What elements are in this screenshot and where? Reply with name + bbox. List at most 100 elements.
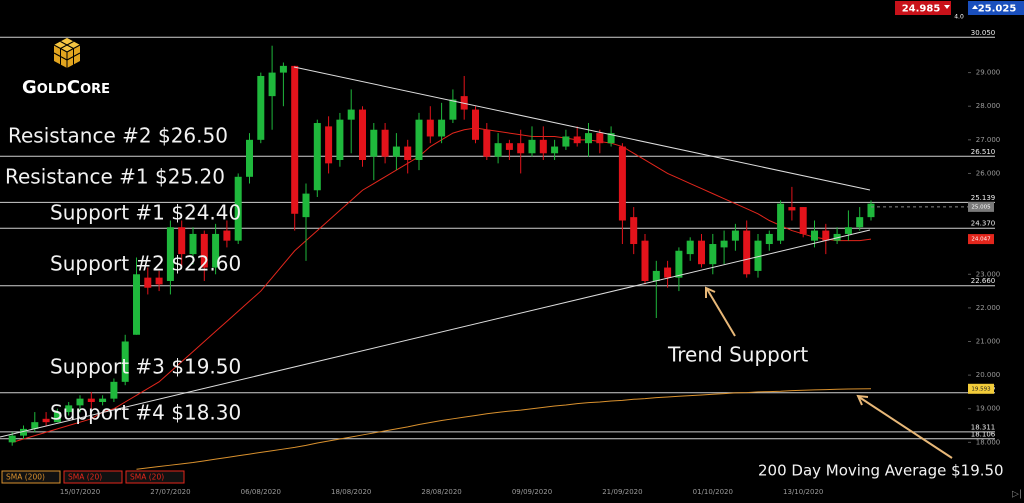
candle-body [110,381,118,399]
level-label: 25.139 [971,194,996,202]
x-tick-label: 18/08/2020 [331,488,371,496]
candle-body [709,244,717,265]
candle-body [630,217,638,245]
candle-body [799,207,807,234]
y-tick-label: 21.000 [976,338,1001,346]
candle-body [99,398,107,403]
scroll-end-icon[interactable]: ▷| [1012,490,1022,500]
candle-body [856,217,864,228]
y-tick-label: 26.000 [976,169,1001,177]
candle-body [42,418,50,423]
level-label: 26.510 [971,148,996,156]
candle-body [833,233,841,241]
candle-body [731,230,739,241]
candle-body [381,129,389,157]
legend-box[interactable] [63,470,123,484]
candle-body [472,109,479,140]
candle-body [279,65,287,73]
y-tick-label: 23.000 [976,270,1001,278]
candle-body [539,139,547,154]
candle-body [811,230,818,241]
candle-body [517,143,525,154]
candle-body [223,230,231,241]
annotation: Trend Support [667,343,808,367]
level-label: 30.050 [971,29,996,37]
candle-body [505,143,513,150]
candle-body [370,129,378,157]
candle-body [359,109,366,160]
legend-label: SMA (200) [6,473,45,482]
arrow [705,286,736,337]
legend-label: SMA (20) [68,473,102,482]
candle-body [65,405,73,413]
candle-body [720,240,728,248]
candle-body [652,270,660,281]
candle-body [562,136,570,147]
x-tick-label: 15/07/2020 [60,488,100,496]
ask-box [968,1,1024,15]
annotation: Resistance #1 $25.20 [5,165,225,189]
candle-body [438,119,446,137]
candle-body [302,193,310,218]
candle-body [585,133,592,144]
y-tick-label: 28.000 [976,102,1001,110]
candle-body [121,341,129,382]
candle-body [53,412,61,423]
candle-body [698,240,705,265]
candle-body [87,398,95,403]
candle-body [291,65,299,214]
legend-box[interactable] [1,470,61,484]
y-tick-label: 20.000 [976,371,1001,379]
dropdown-icon [972,5,978,9]
candle-body [551,146,559,154]
annotation: Support #1 $24.40 [50,201,241,225]
bid-box [895,1,951,15]
bid: 24.985 [902,4,941,15]
candle-body [822,230,830,241]
level-label: 22.660 [971,277,996,285]
indicator-line [136,388,872,470]
logo-text: GoldCore [22,77,110,98]
price-box [968,201,994,212]
spread: 4.0 [954,14,964,21]
candle-body [144,277,152,288]
logo: GoldCore [22,38,110,98]
candle-body [494,143,502,157]
candle-body [392,146,400,157]
indicator-value-box [968,234,994,245]
plot: 18.000 19.000 20.000 21.000 22.000 23.000 26.0… [0,29,1000,496]
y-tick-label: 29.000 [976,69,1001,77]
indicator-value-label: 24.047 [971,237,991,243]
candle-body [607,133,615,144]
x-tick-label: 28/08/2020 [421,488,461,496]
candle-body [325,126,333,164]
x-tick-label: 13/10/2020 [783,488,823,496]
candle-body [664,267,672,278]
level-label: 24.370 [971,220,996,228]
candle-body [426,119,434,137]
candle-body [313,123,321,191]
candle-body [618,146,626,221]
y-tick-label: 19.000 [976,405,1001,413]
candle-body [234,176,242,241]
legend-box[interactable] [125,470,185,484]
indicator-value-label: 19.593 [971,386,991,392]
legend-label: SMA (20) [130,473,164,482]
x-tick-label: 01/10/2020 [693,488,733,496]
ask: 25.025 [978,4,1017,15]
candle-body [155,277,163,285]
y-tick-label: 22.000 [976,304,1001,312]
candle-body [754,240,762,271]
annotation: Support #2 $22.60 [50,252,241,276]
candle-body [166,227,174,281]
x-tick-label: 09/09/2020 [512,488,552,496]
resistance-trendline [293,66,871,191]
candle-body [20,428,27,436]
candle-body [212,233,220,268]
y-tick-label: 27.000 [976,136,1001,144]
x-tick-label: 06/08/2020 [241,488,281,496]
annotation: Support #3 $19.50 [50,355,241,379]
candle-body [8,435,16,443]
support-trendline [0,229,871,438]
dropdown-icon [944,5,950,9]
